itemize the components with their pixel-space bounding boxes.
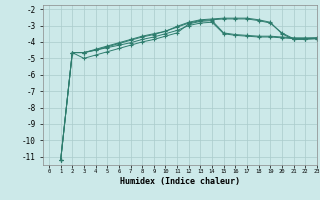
X-axis label: Humidex (Indice chaleur): Humidex (Indice chaleur): [120, 177, 240, 186]
